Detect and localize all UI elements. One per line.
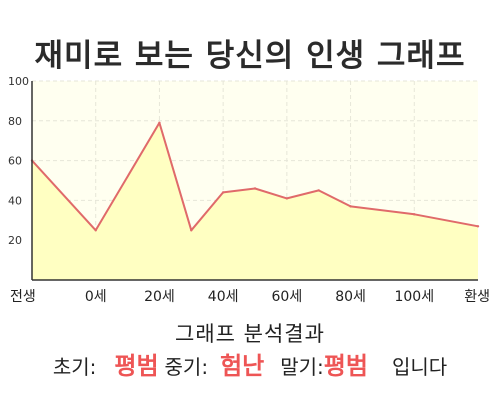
x-tick-labels: 전생 0세 20세 40세 60세 80세 100세 환생 xyxy=(10,289,490,305)
summary-line: 초기: 평범 중기: 험난 말기:평범 입니다 xyxy=(0,346,500,381)
x-tick-label: 환생 xyxy=(464,289,490,305)
x-tick-label: 전생 xyxy=(10,289,36,305)
late-result: 평범 xyxy=(323,352,368,380)
life-graph-chart: 20 40 60 80 100 전생 0세 20세 40세 60세 80세 100세 환생 xyxy=(8,75,490,305)
y-tick-labels: 20 40 60 80 100 xyxy=(8,75,29,247)
y-tick-label: 60 xyxy=(8,155,22,168)
data-point xyxy=(476,225,480,228)
late-label: 말기: xyxy=(280,355,324,379)
middle-label: 중기: xyxy=(164,355,209,379)
x-tick-label: 100세 xyxy=(394,289,434,305)
x-tick-label: 20세 xyxy=(144,289,175,305)
data-point xyxy=(94,229,97,232)
y-tick-label: 20 xyxy=(8,234,22,247)
x-tick-label: 60세 xyxy=(272,289,303,305)
early-result: 평범 xyxy=(114,352,159,380)
data-point xyxy=(285,197,289,200)
x-tick-label: 80세 xyxy=(335,289,366,305)
y-tick-label: 40 xyxy=(8,194,22,207)
y-tick-label: 100 xyxy=(8,75,29,88)
summary-heading: 그래프 분석결과 xyxy=(175,322,325,346)
data-point xyxy=(253,187,257,190)
data-point xyxy=(349,205,352,208)
x-tick-label: 40세 xyxy=(208,289,239,305)
middle-result: 험난 xyxy=(220,352,265,380)
data-point xyxy=(317,189,320,192)
x-tick-label: 0세 xyxy=(85,289,107,305)
ending-text: 입니다 xyxy=(391,355,448,379)
early-label: 초기: xyxy=(52,355,97,379)
area-fill xyxy=(32,122,478,280)
data-point xyxy=(158,121,161,124)
y-tick-label: 80 xyxy=(8,115,22,128)
data-point xyxy=(413,213,416,216)
data-point xyxy=(190,229,193,232)
data-point xyxy=(221,191,225,194)
chart-title: 재미로 보는 당신의 인생 그래프 xyxy=(34,38,466,74)
